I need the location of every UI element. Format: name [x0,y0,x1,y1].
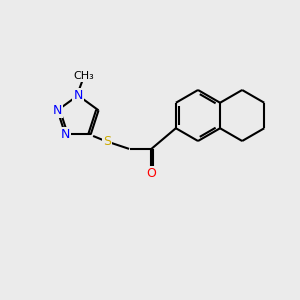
Text: N: N [61,128,70,141]
Text: S: S [103,136,111,148]
Text: O: O [146,167,156,180]
Text: N: N [53,104,62,117]
Text: N: N [73,89,83,102]
Text: CH₃: CH₃ [74,71,94,81]
